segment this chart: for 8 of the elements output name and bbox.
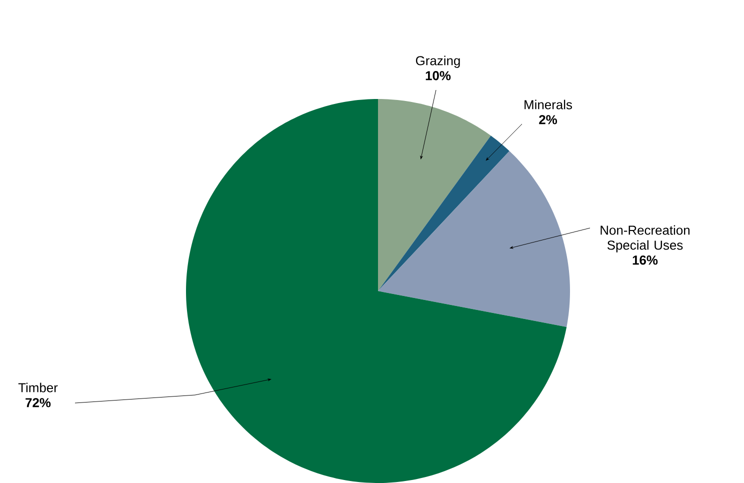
data-label: 72%	[26, 398, 51, 408]
data-label: 2%	[539, 115, 558, 124]
slice-label: Grazing	[416, 56, 460, 68]
slice-label: Timber	[18, 382, 58, 392]
data-label: 16%	[632, 256, 658, 265]
data-label: 10%	[426, 71, 451, 80]
slice-label: Non-Recreation Special Uses	[600, 225, 690, 252]
slice-label: Minerals	[524, 100, 572, 110]
